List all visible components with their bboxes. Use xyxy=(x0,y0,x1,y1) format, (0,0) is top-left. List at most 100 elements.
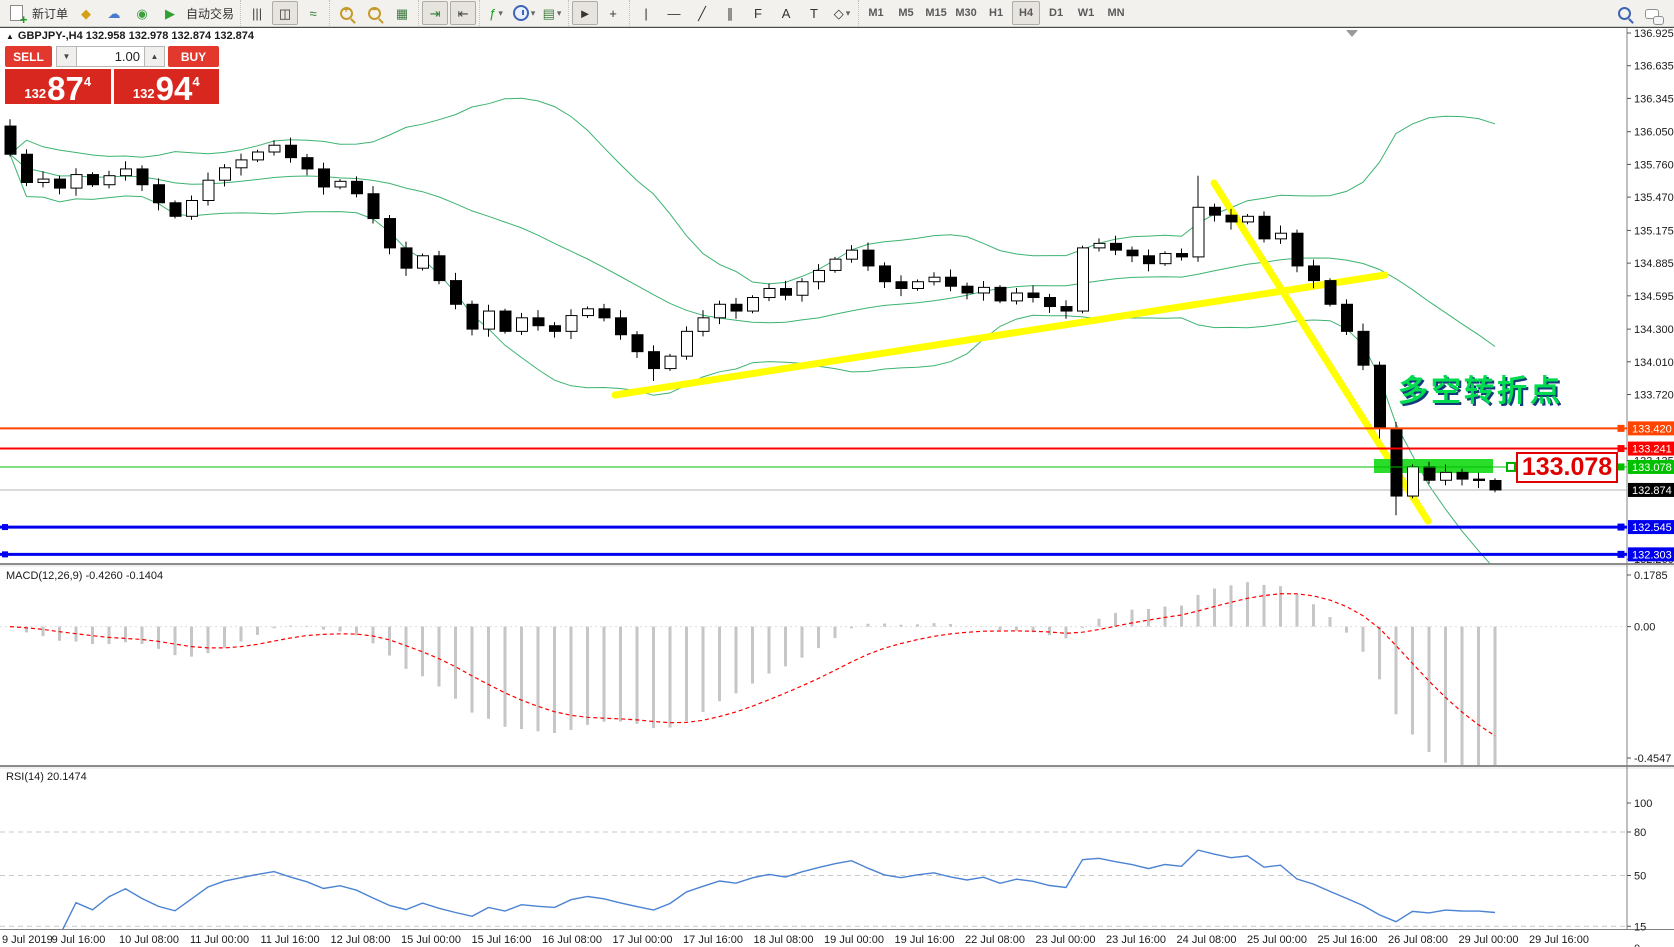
candle-body xyxy=(1159,253,1172,265)
hline-handle[interactable] xyxy=(2,524,8,531)
tf-mn[interactable]: MN xyxy=(1102,1,1130,25)
tf-h4[interactable]: H4 xyxy=(1012,1,1041,25)
zoom-out-button[interactable]: − xyxy=(361,1,387,25)
chevron-down-icon: ▾ xyxy=(498,7,503,18)
line-button[interactable]: ≈ xyxy=(300,1,326,25)
time-label-3: 11 Jul 00:00 xyxy=(190,934,249,946)
crosshair-button-icon: + xyxy=(609,5,617,21)
collapse-arrow-icon[interactable]: ▲ xyxy=(6,32,14,41)
bid-prefix: 132 xyxy=(24,86,47,101)
time-label-16: 23 Jul 16:00 xyxy=(1106,934,1166,946)
tf-h1[interactable]: H1 xyxy=(982,1,1010,25)
price-tick-133.720: 133.720 xyxy=(1634,390,1674,402)
crosshair-button[interactable]: + xyxy=(600,1,626,25)
volume-input[interactable] xyxy=(77,46,144,67)
chart-shift-button[interactable]: ⇤ xyxy=(450,1,477,25)
candle-body xyxy=(813,269,825,283)
search-button[interactable] xyxy=(1611,1,1637,25)
indicators-button[interactable]: ƒ ▾ xyxy=(483,1,509,25)
price-tick-134.885: 134.885 xyxy=(1634,258,1674,270)
text-label-button-icon: T xyxy=(810,5,818,21)
price-tick-136.050: 136.050 xyxy=(1634,127,1674,139)
trendline-button[interactable]: ╱ xyxy=(689,1,715,25)
time-label-9: 17 Jul 00:00 xyxy=(613,934,673,946)
tf-w1[interactable]: W1 xyxy=(1072,1,1100,25)
rising-trendline[interactable] xyxy=(611,271,1389,399)
price-callout-label[interactable]: 133.078 xyxy=(1516,452,1618,483)
hline-button-icon: — xyxy=(667,5,681,21)
text-label-button[interactable]: T xyxy=(801,1,827,25)
community-button[interactable]: ☁ xyxy=(101,1,127,25)
candle-body xyxy=(466,303,479,330)
bid-price-button[interactable]: 132 87 4 xyxy=(5,69,111,107)
autotrading-button[interactable]: ▶ xyxy=(157,1,183,25)
hline-handle[interactable] xyxy=(2,551,8,558)
fibonacci-button[interactable]: F xyxy=(745,1,771,25)
chart-profile-button[interactable]: ◆ xyxy=(73,1,99,25)
candle-body xyxy=(301,157,314,170)
green-line-handle[interactable] xyxy=(1506,461,1516,472)
candle-body xyxy=(21,153,33,183)
symbol-ohlc-bar[interactable]: ▲ GBPJPY-,H4 132.958 132.978 132.874 132.… xyxy=(6,30,254,42)
candles-button[interactable]: ◫ xyxy=(272,1,299,25)
candle-body xyxy=(945,276,957,287)
candle-body xyxy=(384,218,396,249)
candle-body xyxy=(4,125,17,155)
buy-button[interactable]: BUY xyxy=(168,46,219,67)
window-divider xyxy=(0,26,1674,28)
candle-body xyxy=(153,184,165,204)
candle-body xyxy=(318,168,330,188)
time-label-20: 26 Jul 08:00 xyxy=(1388,934,1448,946)
pointer-button[interactable]: ► xyxy=(572,1,599,25)
arrows-button[interactable]: ◇ ▾ xyxy=(829,1,855,25)
macd-indicator-label: MACD(12,26,9) -0.4260 -0.1404 xyxy=(6,570,164,582)
templates-button[interactable]: ▤ ▾ xyxy=(539,1,565,25)
axis-badge-133.420 xyxy=(1628,421,1674,436)
green-zone-bar[interactable] xyxy=(1374,459,1493,473)
bid-big-digits: 87 xyxy=(47,69,84,107)
ask-price-button[interactable]: 132 94 4 xyxy=(113,69,219,105)
periods-button[interactable]: ▾ xyxy=(511,1,537,25)
pivot-annotation-text[interactable]: 多空转折点 xyxy=(1398,375,1563,408)
hline-handle[interactable] xyxy=(1617,445,1625,453)
bars-button[interactable]: ||| xyxy=(244,1,270,25)
tf-m1[interactable]: M1 xyxy=(862,1,890,25)
candle-body xyxy=(268,144,281,153)
candle-body xyxy=(1110,242,1122,251)
candle-body xyxy=(598,308,611,319)
arrows-button-icon: ◇ xyxy=(833,5,844,21)
chat-button[interactable] xyxy=(1639,1,1665,25)
hline-handle[interactable] xyxy=(1617,523,1625,531)
zoom-in-button[interactable]: + xyxy=(333,1,359,25)
tf-m30[interactable]: M30 xyxy=(952,1,980,25)
volume-decrease-button[interactable]: ▼ xyxy=(56,46,77,67)
new-order-button[interactable] xyxy=(3,1,29,26)
candle-body xyxy=(433,255,446,282)
channel-button[interactable]: ∥ xyxy=(717,1,743,25)
auto-scroll-button[interactable]: ⇥ xyxy=(422,1,449,25)
chevron-down-icon: ▾ xyxy=(530,7,536,18)
time-label-8: 16 Jul 08:00 xyxy=(542,934,602,946)
price-tick-134.595: 134.595 xyxy=(1634,291,1674,303)
chart-shift-marker[interactable] xyxy=(1346,30,1358,37)
vline-button[interactable]: | xyxy=(633,1,659,25)
time-label-10: 17 Jul 16:00 xyxy=(683,934,743,946)
channel-button-icon: ∥ xyxy=(726,5,734,21)
indicators-button-icon: ƒ xyxy=(489,5,497,21)
volume-increase-button[interactable]: ▲ xyxy=(144,46,165,67)
hline-handle[interactable] xyxy=(1617,463,1625,471)
hline-handle[interactable] xyxy=(1617,550,1625,558)
top-toolbar: 新订单◆☁◉▶自动交易|||◫≈+−▦⇥⇤ƒ▾▾▤▾►+|—╱∥FAT◇▾M1M… xyxy=(0,0,1674,27)
tf-m5[interactable]: M5 xyxy=(892,1,920,25)
tf-m15[interactable]: M15 xyxy=(922,1,950,25)
candle-body xyxy=(780,287,792,296)
chevron-down-icon: ▾ xyxy=(556,7,562,18)
text-button[interactable]: A xyxy=(773,1,799,25)
tf-d1[interactable]: D1 xyxy=(1042,1,1070,25)
candle-body xyxy=(1209,206,1221,216)
tile-windows-button[interactable]: ▦ xyxy=(389,1,415,25)
hline-handle[interactable] xyxy=(1617,424,1625,432)
hline-button[interactable]: — xyxy=(661,1,687,25)
sell-button[interactable]: SELL xyxy=(5,46,52,67)
signals-button[interactable]: ◉ xyxy=(129,1,155,25)
